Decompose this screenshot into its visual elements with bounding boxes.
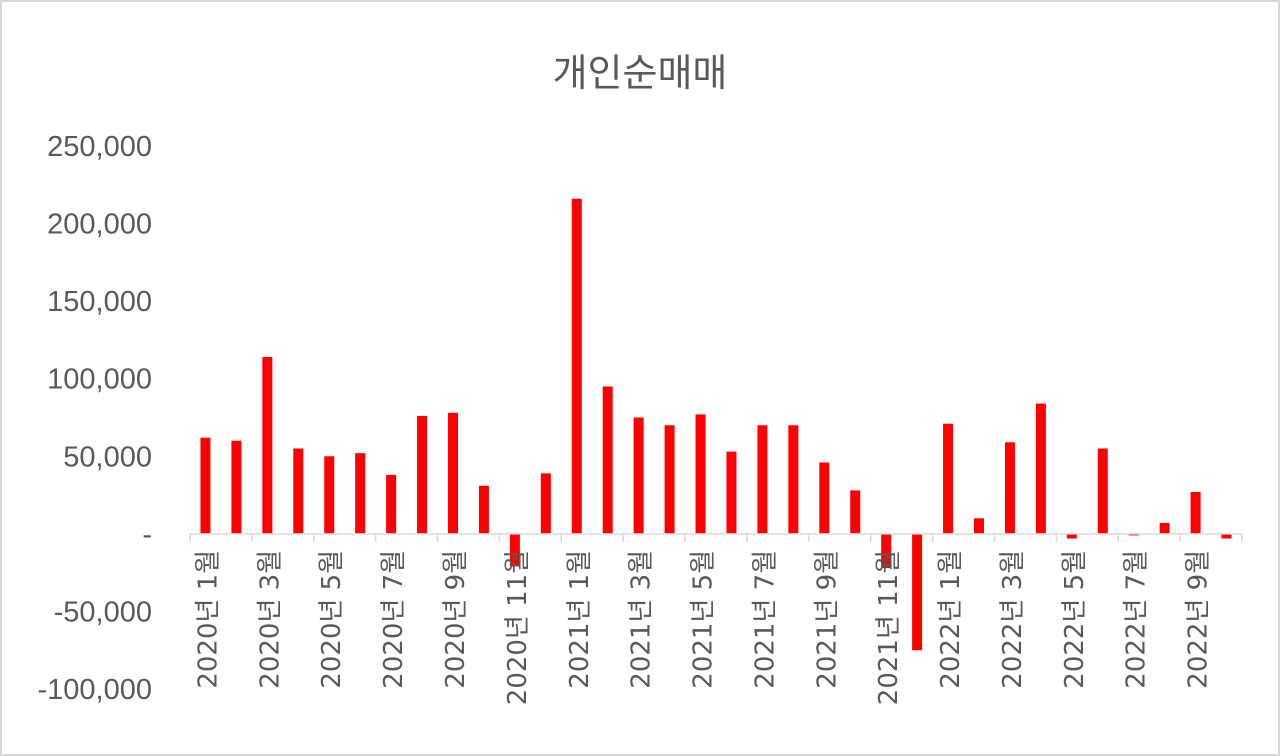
bar — [974, 518, 984, 534]
bar — [509, 533, 520, 567]
x-tick-label: 2022년 1월 — [936, 550, 966, 689]
x-tick-label: 2021년 11월 — [874, 550, 904, 705]
x-tick-label: 2022년 5월 — [1060, 550, 1090, 689]
bar — [695, 414, 706, 534]
bar — [231, 440, 242, 534]
x-tick-label: 2020년 7월 — [379, 550, 409, 689]
x-tick-label: 2020년 5월 — [317, 550, 347, 689]
chart-title: 개인순매매 — [552, 51, 728, 95]
x-tick-label: 2021년 9월 — [812, 550, 842, 689]
y-tick-label: 250,000 — [47, 131, 152, 163]
x-tick-label: 2020년 3월 — [255, 550, 285, 689]
bar — [1128, 533, 1139, 536]
bar — [417, 415, 428, 534]
bar — [850, 490, 861, 534]
bar — [1066, 533, 1077, 539]
bar — [757, 425, 768, 534]
x-tick-label: 2020년 9월 — [441, 550, 471, 689]
bar — [819, 462, 830, 534]
bar — [633, 417, 644, 534]
y-tick-label: 150,000 — [47, 286, 152, 318]
bar — [1097, 448, 1108, 534]
bar — [540, 473, 551, 534]
bar — [943, 423, 954, 534]
bar — [1004, 442, 1015, 534]
x-tick-label: 2020년 11월 — [503, 550, 533, 705]
y-tick-label: 100,000 — [47, 364, 152, 396]
x-tick-label: 2022년 7월 — [1122, 550, 1152, 689]
x-tick-label: 2022년 9월 — [1184, 550, 1214, 689]
bar — [881, 533, 892, 568]
x-tick-label: 2022년 3월 — [998, 550, 1028, 689]
bar — [293, 448, 304, 534]
bar — [448, 412, 458, 534]
bar — [1190, 491, 1201, 534]
y-tick-label: 50,000 — [63, 441, 152, 473]
y-tick-label: -100,000 — [38, 674, 153, 706]
x-tick-label: 2021년 7월 — [750, 550, 780, 689]
bar — [602, 386, 613, 534]
bar — [200, 437, 211, 534]
x-tick-label: 2020년 1월 — [193, 550, 223, 689]
bar — [262, 356, 273, 534]
bar — [355, 453, 366, 534]
bar — [571, 198, 582, 534]
bar — [1035, 403, 1046, 534]
y-tick-label: 200,000 — [47, 209, 152, 241]
x-tick-label: 2021년 5월 — [689, 550, 719, 689]
y-tick-label: -50,000 — [54, 596, 152, 628]
bar — [1221, 533, 1232, 539]
x-tick-label: 2021년 1월 — [565, 550, 595, 689]
bar — [726, 451, 737, 534]
bar — [478, 485, 489, 534]
bar — [1159, 522, 1170, 534]
bar — [324, 456, 335, 534]
y-tick-label: - — [142, 519, 152, 551]
bar — [788, 425, 799, 534]
bar — [912, 533, 923, 651]
bar — [386, 474, 397, 534]
bar — [664, 425, 675, 534]
x-tick-label: 2021년 3월 — [627, 550, 657, 689]
